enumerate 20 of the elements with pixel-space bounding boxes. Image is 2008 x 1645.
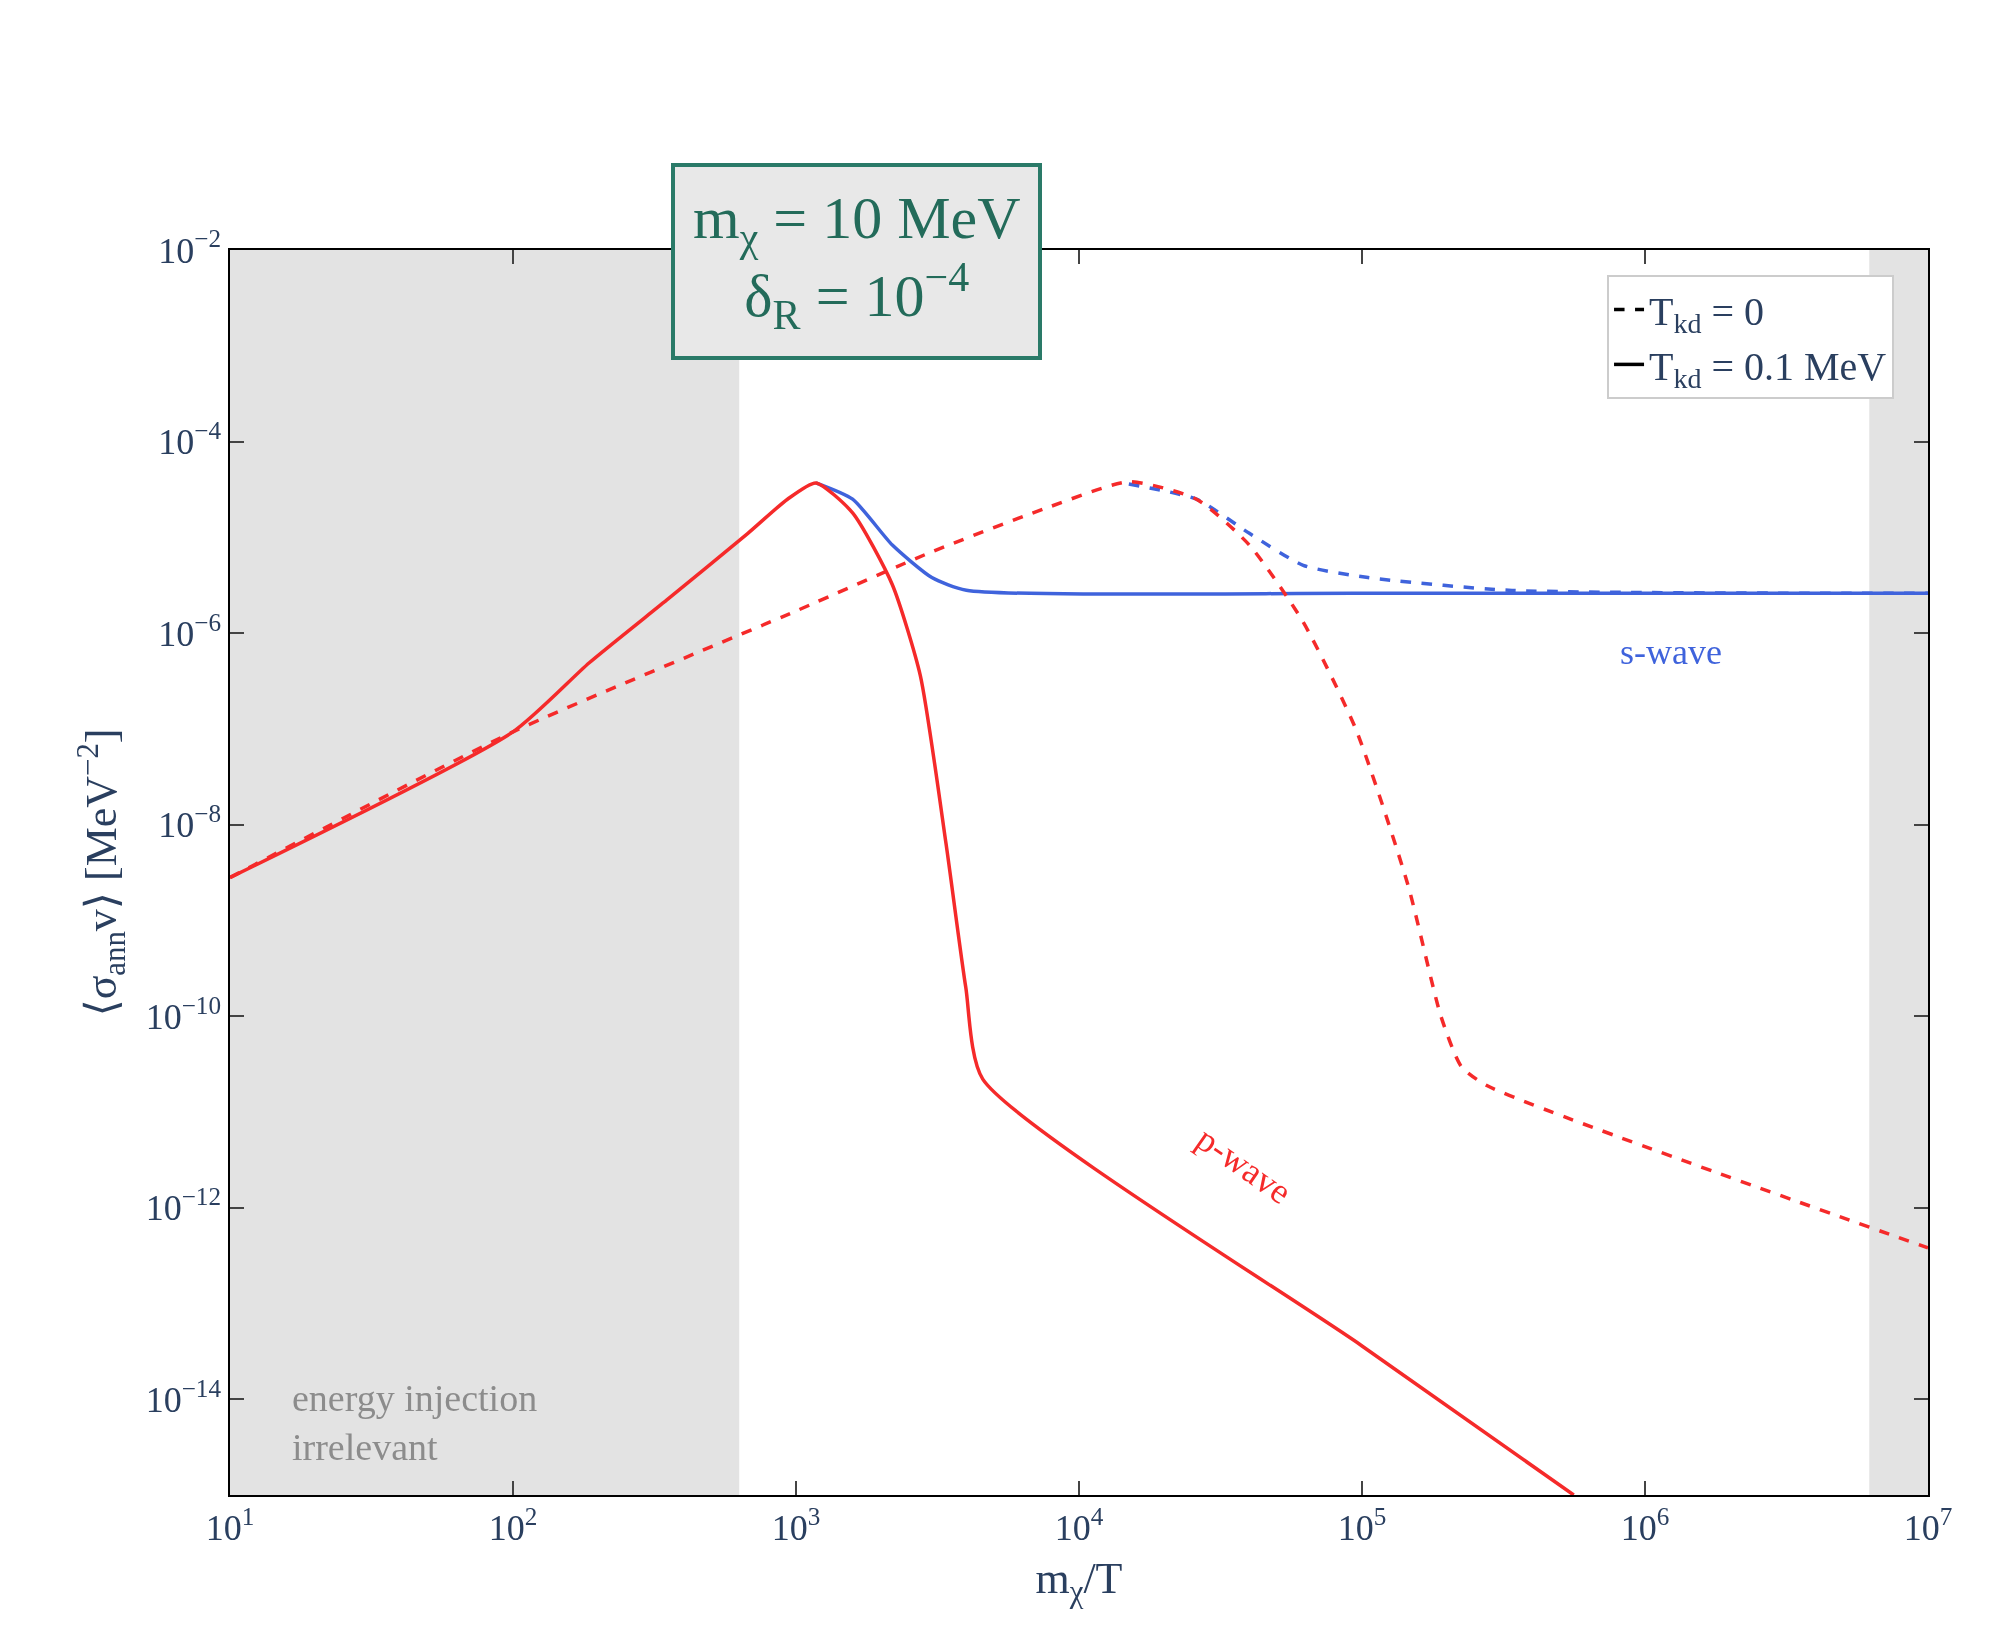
band-label: energy injection irrelevant [292, 1377, 538, 1469]
x-tick-label: 10$^{4}$ [1054, 1502, 1104, 1548]
x-tick-label: 10$^{5}$ [1337, 1502, 1387, 1548]
y-tick-label: 10$^{−14}$ [145, 1374, 222, 1420]
y-tick-label: 10$^{−6}$ [158, 608, 222, 654]
legend-label: T$_{kd}$ = 0.1 MeV [1649, 344, 1887, 395]
x-tick-label: 10$^{6}$ [1620, 1502, 1670, 1548]
y-tick-label: 10$^{−10}$ [145, 991, 222, 1037]
y-tick-label: 10$^{−8}$ [158, 800, 222, 846]
x-axis-title: m$_{χ}$/T [1035, 1553, 1123, 1609]
x-tick-label: 10$^{7}$ [1903, 1502, 1953, 1548]
x-tick-label: 10$^{1}$ [205, 1502, 255, 1548]
y-tick-label: 10$^{−2}$ [158, 225, 222, 271]
annotation: m$_{χ}$ = 10 MeV δ$_{R}$ = 10$^{−4}$ [693, 185, 1021, 338]
x-tick-label: 10$^{2}$ [488, 1502, 538, 1548]
annotation: s-wave [1620, 632, 1722, 672]
x-tick-label: 10$^{3}$ [771, 1502, 821, 1548]
legend-label: T$_{kd}$ = 0 [1649, 289, 1765, 340]
y-tick-label: 10$^{−4}$ [158, 417, 222, 463]
y-tick-label: 10$^{−12}$ [145, 1183, 222, 1229]
